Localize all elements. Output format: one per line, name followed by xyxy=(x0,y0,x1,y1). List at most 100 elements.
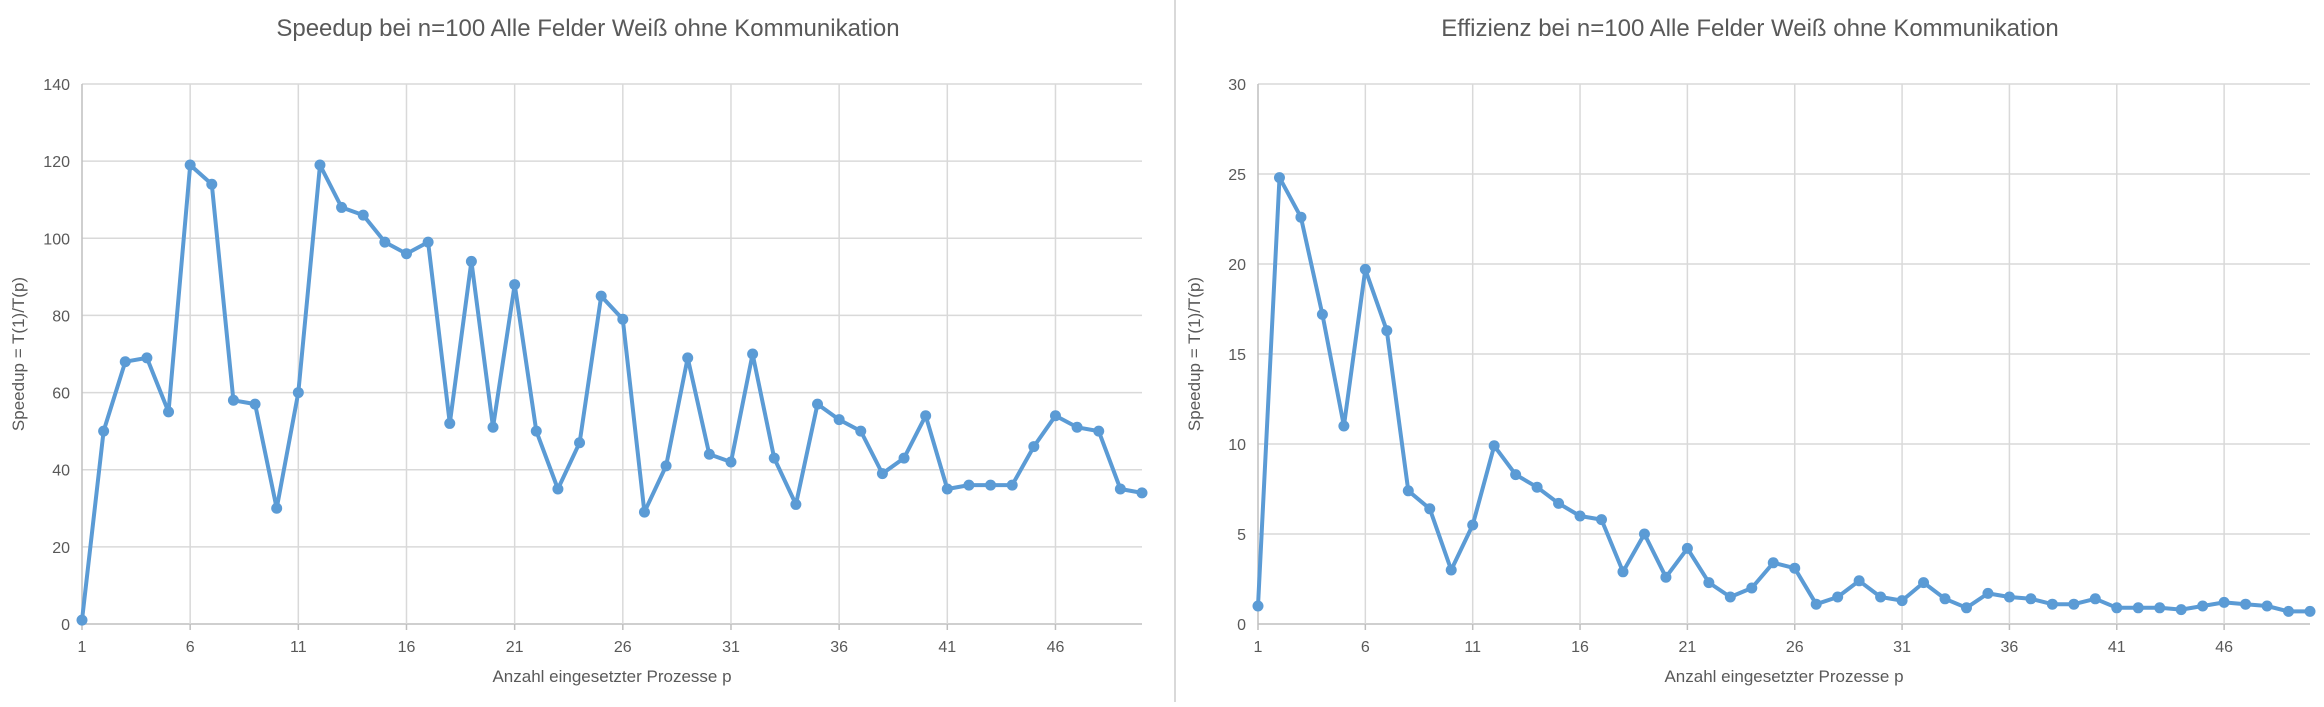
data-point xyxy=(2068,598,2080,610)
data-point xyxy=(1574,510,1586,522)
data-point xyxy=(1136,487,1148,499)
x-tick-label: 46 xyxy=(1047,639,1065,656)
data-point xyxy=(163,406,175,418)
data-point xyxy=(422,236,434,248)
data-point xyxy=(1875,591,1887,603)
data-point xyxy=(1445,564,1457,576)
data-point xyxy=(2175,604,2187,616)
data-point xyxy=(1767,557,1779,569)
x-tick-label: 11 xyxy=(290,639,307,656)
data-point xyxy=(206,178,218,190)
data-point xyxy=(703,448,715,460)
x-tick-label: 6 xyxy=(1361,639,1370,656)
data-point xyxy=(1724,591,1736,603)
x-tick-label: 21 xyxy=(1678,639,1696,656)
series-line xyxy=(1256,175,2310,614)
y-tick-label: 100 xyxy=(43,231,70,248)
data-point xyxy=(1810,598,1822,610)
data-point xyxy=(1252,600,1264,612)
data-point xyxy=(2025,593,2037,605)
data-point xyxy=(1510,469,1522,481)
data-point xyxy=(1273,172,1285,184)
x-tick-label: 26 xyxy=(614,639,632,656)
grid xyxy=(1257,83,2310,630)
x-tick-label: 6 xyxy=(186,639,195,656)
data-point xyxy=(725,456,737,468)
data-point xyxy=(898,452,910,464)
data-point xyxy=(2132,602,2144,614)
data-point xyxy=(2111,602,2123,614)
data-point xyxy=(595,290,607,302)
y-tick-label: 120 xyxy=(43,154,70,171)
data-point xyxy=(1402,485,1414,497)
data-point xyxy=(2218,596,2230,608)
data-point xyxy=(1049,410,1061,422)
data-point xyxy=(1553,497,1565,509)
x-tick-label: 46 xyxy=(2215,639,2233,656)
data-point xyxy=(2304,605,2316,617)
data-point xyxy=(2261,600,2273,612)
data-point xyxy=(2046,598,2058,610)
data-point xyxy=(271,502,283,514)
data-point xyxy=(1617,566,1629,578)
data-point xyxy=(227,394,239,406)
data-point xyxy=(1424,503,1436,515)
y-axis-label: Speedup = T(1)/T(p) xyxy=(9,277,28,431)
data-point xyxy=(487,421,499,433)
x-tick-label: 11 xyxy=(1464,639,1481,656)
data-point xyxy=(1381,325,1393,337)
data-point xyxy=(1006,479,1018,491)
data-point xyxy=(141,352,153,364)
data-point xyxy=(747,348,759,360)
data-point xyxy=(1638,528,1650,540)
data-point xyxy=(2240,598,2252,610)
speedup-chart-panel: Speedup bei n=100 Alle Felder Weiß ohne … xyxy=(9,15,1148,686)
data-point xyxy=(985,479,997,491)
data-point xyxy=(963,479,975,491)
data-point xyxy=(98,425,110,437)
y-tick-label: 60 xyxy=(52,386,70,403)
x-axis-label: Anzahl eingesetzter Prozesse p xyxy=(492,667,731,686)
x-tick-label: 31 xyxy=(722,639,740,656)
speedup-chart: Speedup bei n=100 Alle Felder Weiß ohne … xyxy=(9,15,1148,686)
data-point xyxy=(444,417,456,429)
data-point xyxy=(2197,600,2209,612)
data-point xyxy=(2154,602,2166,614)
x-tick-label: 21 xyxy=(506,639,524,656)
grid xyxy=(81,83,1142,630)
chart-title: Speedup bei n=100 Alle Felder Weiß ohne … xyxy=(276,15,899,42)
data-point xyxy=(941,483,953,495)
data-point xyxy=(574,437,586,449)
data-point xyxy=(1832,591,1844,603)
chart-title: Effizienz bei n=100 Alle Felder Weiß ohn… xyxy=(1441,15,2058,42)
data-point xyxy=(509,279,521,291)
x-tick-label: 16 xyxy=(1571,639,1589,656)
data-point xyxy=(1681,542,1693,554)
data-point xyxy=(2283,605,2295,617)
y-tick-label: 10 xyxy=(1228,437,1246,454)
data-point xyxy=(2089,593,2101,605)
y-axis-label: Speedup = T(1)/T(p) xyxy=(1185,277,1204,431)
chart-divider xyxy=(1174,0,1176,702)
data-point xyxy=(1918,577,1930,589)
data-point xyxy=(1359,263,1371,275)
data-point xyxy=(1789,562,1801,574)
data-point xyxy=(812,398,824,410)
x-tick-label: 1 xyxy=(78,639,87,656)
data-point xyxy=(184,159,196,171)
data-point xyxy=(552,483,564,495)
y-tick-label: 20 xyxy=(1228,257,1246,274)
data-point xyxy=(1071,421,1083,433)
data-point xyxy=(400,248,412,260)
data-point xyxy=(833,414,845,426)
y-tick-label: 25 xyxy=(1228,167,1246,184)
data-point xyxy=(1660,571,1672,583)
data-point xyxy=(1114,483,1126,495)
data-point xyxy=(1028,441,1040,453)
data-point xyxy=(465,255,477,267)
x-tick-label: 1 xyxy=(1254,639,1263,656)
x-tick-label: 26 xyxy=(1786,639,1804,656)
data-point xyxy=(660,460,672,472)
data-point xyxy=(249,398,261,410)
data-point xyxy=(790,498,802,510)
